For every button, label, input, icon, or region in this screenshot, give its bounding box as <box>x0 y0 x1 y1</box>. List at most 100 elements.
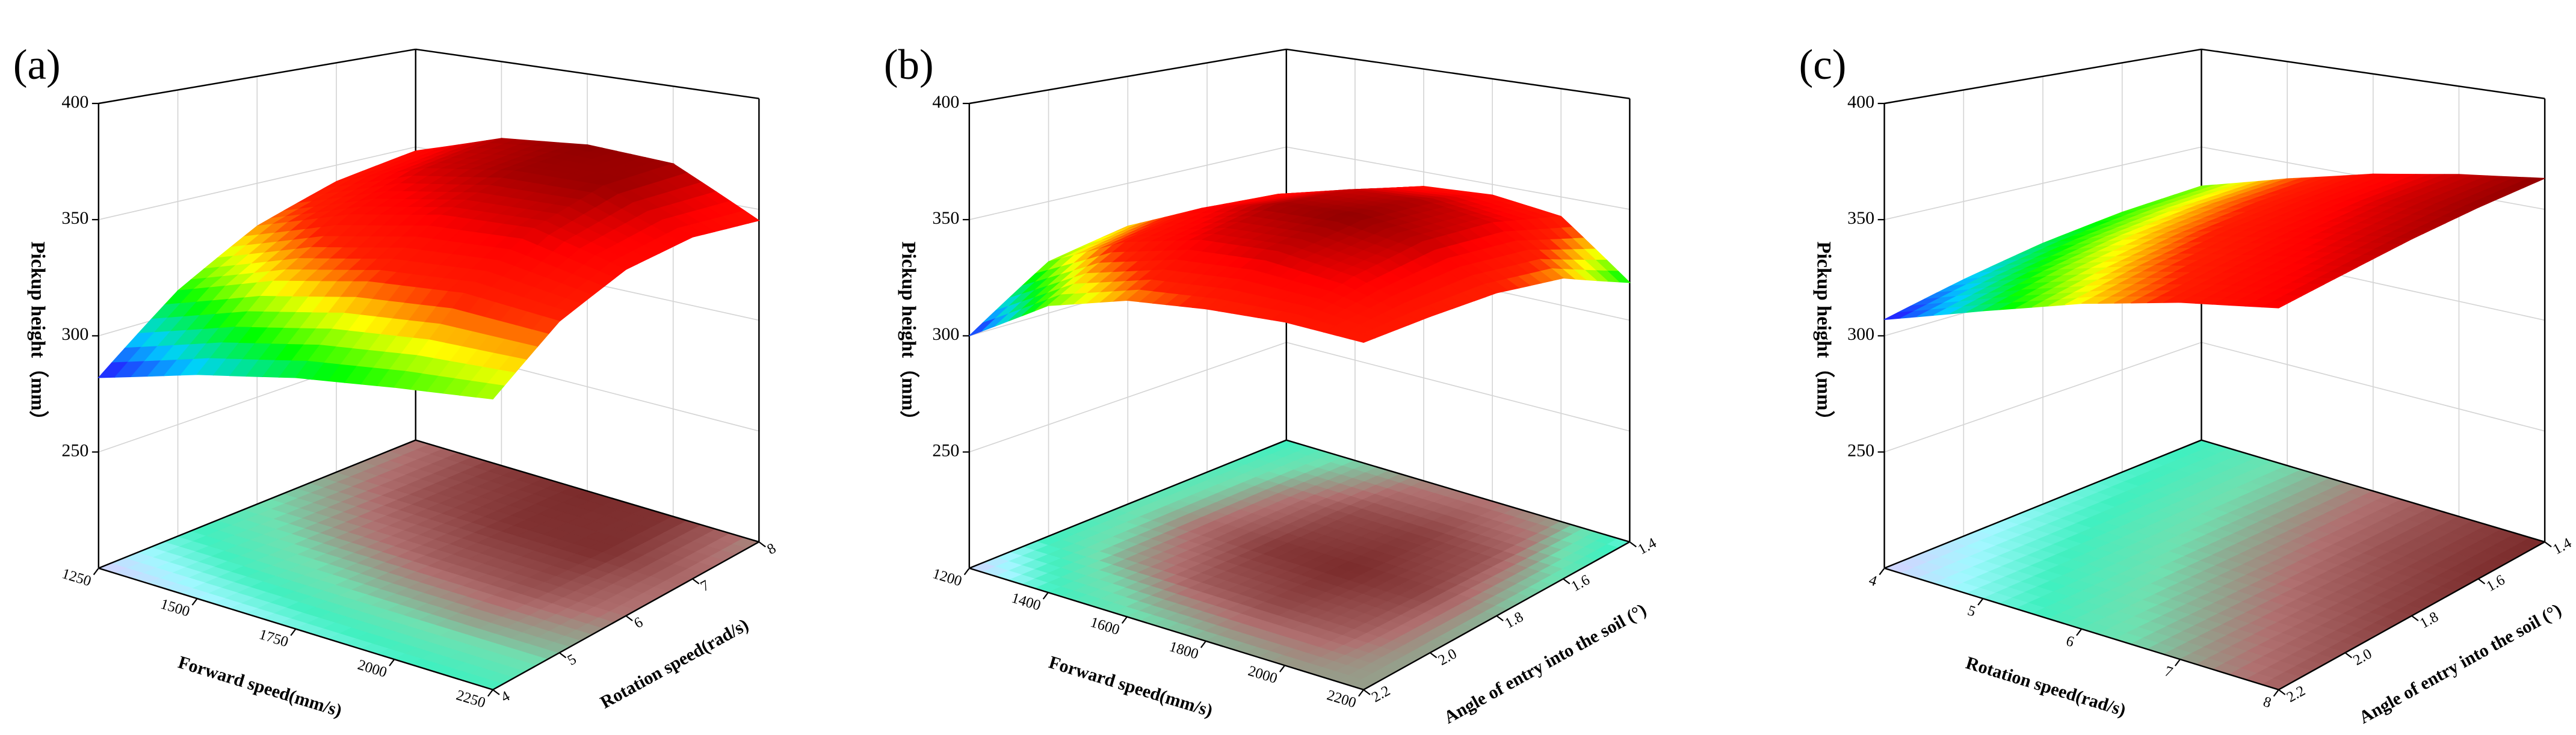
surface-patch <box>2260 301 2291 309</box>
x-tick-mark <box>93 568 99 576</box>
y-tick-mark <box>2344 652 2352 659</box>
x-tick-mark <box>2076 629 2083 636</box>
y-tick-label: 1.6 <box>2483 571 2507 594</box>
x-tick-mark <box>1977 598 1984 606</box>
surface-patch <box>475 383 505 400</box>
y-tick-label: 4 <box>498 688 513 706</box>
y-tick-mark <box>1430 652 1438 659</box>
y-tick-label: 1.6 <box>1569 571 1593 594</box>
y-tick-mark <box>1363 689 1371 695</box>
y-tick-label: 1.8 <box>2417 609 2441 632</box>
x-tick-label: 1200 <box>931 565 964 589</box>
box-floor-edge <box>1363 541 1630 690</box>
box-top-edge <box>98 48 416 105</box>
panel: 250 300 350 400 4 5 6 7 8 1.4 1.6 1.8 2.0 2.2 (c) Picku… <box>1799 42 2574 728</box>
y-tick-mark <box>2278 689 2286 695</box>
z-tick-label: 300 <box>61 324 88 344</box>
x-tick-mark <box>1042 592 1049 600</box>
x-tick-label: 8 <box>2261 693 2273 711</box>
z-grid-line <box>1884 49 2545 104</box>
x-tick-label: 4 <box>1867 572 1879 589</box>
z-axis-label: Pickup height（mm） <box>27 241 49 430</box>
box-floor-edge <box>2278 541 2545 690</box>
box-floor-edge <box>969 439 1287 569</box>
y-tick-label: 1.4 <box>1635 535 1659 558</box>
y-tick-mark <box>1496 615 1504 621</box>
z-grid-line <box>1884 342 2545 453</box>
panel-label: (b) <box>884 42 934 88</box>
y-tick-label: 2.0 <box>1436 645 1460 668</box>
x-tick-label: 1800 <box>1167 638 1200 662</box>
z-grid-line <box>969 342 1630 453</box>
box-top-edge <box>415 48 759 100</box>
y-tick-label: 2.2 <box>1369 683 1393 706</box>
x-tick-label: 7 <box>2163 663 2175 680</box>
box-floor-edge <box>2201 439 2545 543</box>
x-axis-label: Rotation speed(rad/s) <box>1963 653 2128 720</box>
z-tick-label: 350 <box>932 208 959 228</box>
y-tick-mark <box>758 541 766 548</box>
x-tick-label: 1600 <box>1089 614 1122 638</box>
z-tick-label: 250 <box>932 440 959 460</box>
x-tick-label: 2200 <box>1325 687 1358 711</box>
x-tick-mark <box>191 598 198 606</box>
z-axis-label: Pickup height（mm） <box>898 241 920 430</box>
x-axis-label: Forward speed(mm/s) <box>1046 652 1215 721</box>
y-tick-label: 1.8 <box>1502 609 1526 632</box>
y-tick-mark <box>492 689 500 695</box>
box-floor-edge <box>98 567 493 690</box>
x-tick-mark <box>2273 689 2279 697</box>
y-tick-label: 7 <box>698 577 712 595</box>
x-tick-mark <box>1279 665 1285 672</box>
y-tick-mark <box>2411 615 2419 621</box>
y-tick-mark <box>2477 578 2486 585</box>
z-grid-line <box>98 49 759 104</box>
box-floor-edge <box>492 541 759 690</box>
y-tick-label: 1.4 <box>2550 535 2574 558</box>
x-tick-label: 1250 <box>60 565 93 589</box>
y-tick-mark <box>692 578 700 585</box>
z-tick-label: 350 <box>61 208 88 228</box>
z-tick-label: 250 <box>61 440 88 460</box>
x-tick-mark <box>1358 689 1364 697</box>
x-tick-mark <box>1879 568 1885 576</box>
box-floor-edge <box>1286 439 1630 543</box>
x-tick-label: 1500 <box>159 596 192 620</box>
box-top-edge <box>1884 48 2202 105</box>
z-tick-label: 250 <box>1847 440 1874 460</box>
y-tick-label: 6 <box>631 614 646 632</box>
box-floor-edge <box>1884 439 2202 569</box>
z-tick-label: 300 <box>932 324 959 344</box>
x-tick-mark <box>389 659 395 666</box>
y-tick-mark <box>2544 541 2552 548</box>
y-tick-mark <box>558 652 567 659</box>
x-tick-label: 1400 <box>1010 590 1043 614</box>
x-tick-label: 2000 <box>1246 663 1279 687</box>
x-tick-mark <box>290 629 297 636</box>
y-tick-label: 8 <box>764 540 779 558</box>
box-floor-edge <box>1884 567 2279 690</box>
x-tick-label: 2000 <box>356 657 389 681</box>
x-tick-label: 2250 <box>454 687 487 711</box>
y-axis-label: Rotation speed(rad/s) <box>597 615 752 713</box>
z-tick-label: 400 <box>61 92 88 112</box>
box-floor-edge <box>98 439 416 569</box>
y-tick-label: 2.0 <box>2350 645 2374 668</box>
z-axis-label: Pickup height（mm） <box>1812 241 1835 430</box>
panel: 250 300 350 400 1250 1500 1750 2000 2250 4 5 6 7 8 (a)… <box>13 42 779 721</box>
z-tick-label: 300 <box>1847 324 1874 344</box>
surface-patch <box>1349 333 1376 343</box>
box-top-edge <box>969 48 1286 105</box>
box-floor-edge <box>969 567 1364 690</box>
panel: 250 300 350 400 1200 1400 1600 1800 2000 2200 1.4 1… <box>884 42 1659 728</box>
x-tick-mark <box>487 689 493 697</box>
box-top-edge <box>1286 48 1630 100</box>
box-top-edge <box>2201 48 2545 100</box>
z-tick-label: 400 <box>1847 92 1874 112</box>
y-tick-mark <box>625 615 633 621</box>
z-tick-label: 400 <box>932 92 959 112</box>
x-tick-label: 5 <box>1966 602 1978 620</box>
z-tick-label: 350 <box>1847 208 1874 228</box>
x-axis-label: Forward speed(mm/s) <box>176 652 344 721</box>
